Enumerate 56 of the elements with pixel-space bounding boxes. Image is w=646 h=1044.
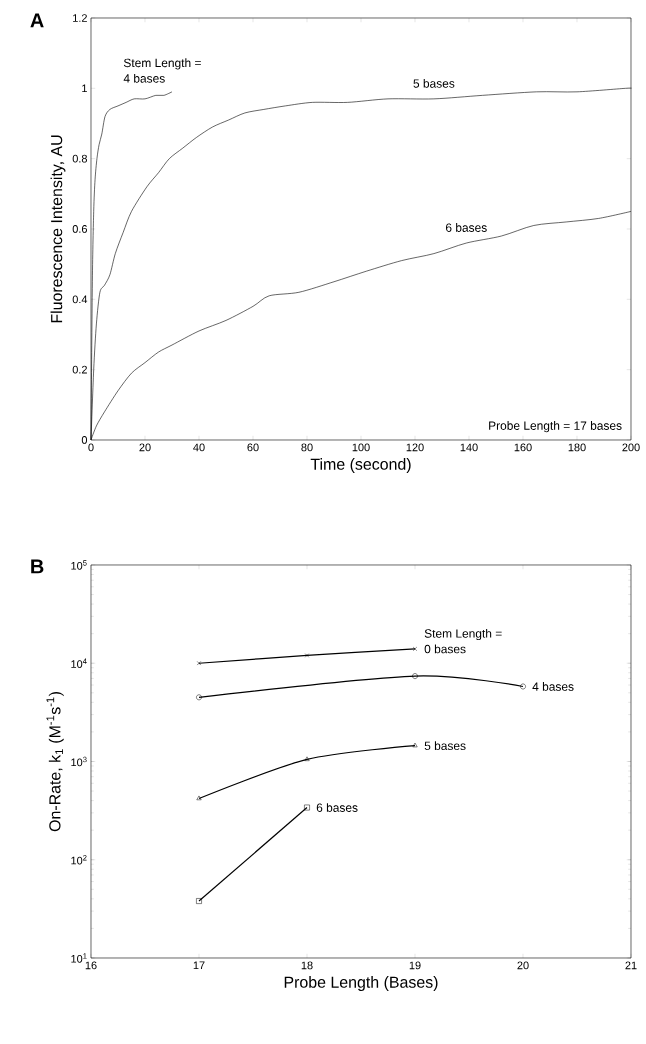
x-tick-label: 19 <box>409 961 421 970</box>
x-tick-label: 200 <box>622 443 640 452</box>
point <box>520 683 526 690</box>
y-tick-label: 0.4 <box>72 295 88 304</box>
y-tick-label: 0 <box>81 436 88 444</box>
x-tick-label: 100 <box>352 443 370 452</box>
x-tick-label: 17 <box>193 961 205 970</box>
y-tick-label: 0.8 <box>72 154 87 163</box>
x-tick-label: 16 <box>85 961 97 970</box>
y-tick-label: 0.6 <box>72 225 87 233</box>
point <box>304 804 310 811</box>
point <box>412 673 418 679</box>
annotation: Stem Length = <box>424 628 502 641</box>
x-tick-label: 18 <box>301 961 313 970</box>
y-tick-label: 1 <box>82 84 87 93</box>
point <box>412 742 418 748</box>
annotation: Probe Length = 17 bases <box>489 421 622 433</box>
x-axis-title: Time (second) <box>310 458 411 473</box>
x-tick-label: 21 <box>625 961 637 970</box>
point <box>304 756 310 761</box>
y-axis-title: Fluorescence Intensity, AU <box>50 135 66 323</box>
x-tick-label: 120 <box>406 443 424 452</box>
x-tick-label: 80 <box>301 443 313 452</box>
x-axis-title: Probe Length (Bases) <box>284 976 438 991</box>
series-label: 5 bases <box>413 78 455 88</box>
series-label: 4 bases <box>123 73 165 83</box>
y-tick-label: 0.2 <box>72 365 87 374</box>
annotation: Stem Length = <box>123 58 201 70</box>
x-tick-label: 20 <box>139 443 151 452</box>
x-tick-label: 160 <box>514 443 532 452</box>
y-tick-label: 10$^{3}$ <box>71 756 87 767</box>
point <box>196 898 202 904</box>
y-axis-title: On-Rate, k$_{1}$ (M$^{-1}$s$^{-1}$) <box>46 692 64 832</box>
point <box>304 653 310 658</box>
chart-title: B <box>31 559 44 574</box>
point <box>196 694 202 701</box>
y-tick-label: 10$^{4}$ <box>71 658 87 668</box>
series-label: 0 bases <box>424 644 466 654</box>
x-tick-label: 60 <box>247 443 259 452</box>
y-tick-label: 1.2 <box>73 14 87 22</box>
x-tick-label: 20 <box>517 961 529 970</box>
series-label: 6 bases <box>316 803 358 812</box>
y-tick-label: 10$^{2}$ <box>71 855 87 865</box>
y-tick-label: 10$^{5}$ <box>71 560 87 570</box>
series-label: 6 bases <box>445 223 487 232</box>
x-tick-label: 180 <box>568 443 586 452</box>
x-tick-label: 40 <box>193 443 205 452</box>
x-tick-label: 0 <box>88 443 94 452</box>
series-label: 4 bases <box>532 682 574 691</box>
point <box>196 795 202 801</box>
point <box>412 646 418 651</box>
series-label: 5 bases <box>424 741 466 751</box>
chart-title: A <box>30 13 44 28</box>
x-tick-label: 140 <box>460 443 478 452</box>
y-tick-label: 10$^{1}$ <box>71 953 87 963</box>
point <box>196 661 202 666</box>
